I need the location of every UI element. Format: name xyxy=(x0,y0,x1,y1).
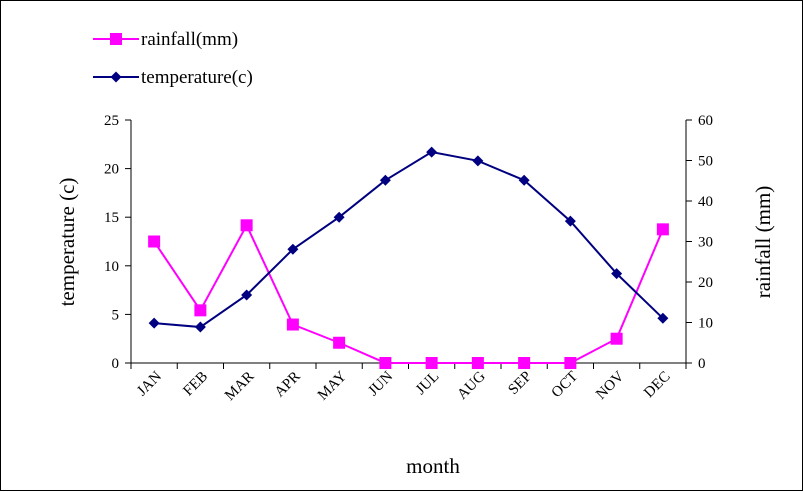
series-temperature xyxy=(148,146,669,333)
data-point-rainfall xyxy=(240,219,253,232)
data-point-rainfall xyxy=(286,318,299,331)
series-line-rainfall xyxy=(153,223,664,364)
series-rainfall xyxy=(148,219,669,369)
data-point-rainfall xyxy=(333,336,346,349)
left-y-tick-label: 5 xyxy=(112,307,120,323)
data-point-temperature xyxy=(564,215,576,227)
x-tick-label: AUG xyxy=(454,368,488,402)
data-point-temperature xyxy=(333,211,345,223)
x-tick-label: MAR xyxy=(222,369,257,404)
legend-marker xyxy=(110,33,122,45)
legend-item-rainfall: rainfall(mm) xyxy=(93,29,238,50)
data-point-rainfall xyxy=(564,357,577,369)
legend-item-temperature: temperature(c) xyxy=(93,67,253,88)
right-y-tick-label: 30 xyxy=(698,235,713,251)
left-y-ticks: 0 5 10 15 20 25 xyxy=(104,113,131,372)
left-y-tick-label: 20 xyxy=(104,162,119,178)
left-y-tick-label: 10 xyxy=(104,259,119,275)
data-point-rainfall xyxy=(379,357,392,369)
x-tick-label: JUN xyxy=(365,368,396,399)
data-point-temperature xyxy=(287,243,299,255)
data-point-temperature xyxy=(472,155,484,167)
x-tick-label: SEP xyxy=(505,369,535,399)
data-point-rainfall xyxy=(656,223,669,236)
x-tick-label: OCT xyxy=(549,369,582,402)
x-tick-label: APR xyxy=(272,369,304,401)
right-y-tick-label: 0 xyxy=(698,356,706,372)
legend: rainfall(mm) temperature(c) xyxy=(93,29,253,88)
series-layer xyxy=(148,146,669,369)
data-point-rainfall xyxy=(610,332,623,345)
right-y-ticks: 0 10 20 30 40 50 60 xyxy=(686,113,713,372)
data-point-rainfall xyxy=(471,357,484,369)
data-point-rainfall xyxy=(518,357,531,369)
x-axis-title: month xyxy=(406,454,460,478)
data-point-temperature xyxy=(518,174,530,186)
data-point-temperature xyxy=(611,268,623,280)
data-point-temperature xyxy=(148,317,160,329)
right-y-tick-label: 20 xyxy=(698,275,713,291)
series-line-temperature xyxy=(154,151,664,329)
y2-axis-title: rainfall (mm) xyxy=(751,186,775,299)
right-y-tick-label: 40 xyxy=(698,194,713,210)
left-y-tick-label: 15 xyxy=(104,210,119,226)
data-point-temperature xyxy=(426,146,438,158)
right-y-tick-label: 50 xyxy=(698,154,713,170)
left-y-tick-label: 25 xyxy=(104,113,119,129)
data-point-rainfall xyxy=(425,357,438,369)
x-tick-label: NOV xyxy=(593,368,627,402)
x-tick-label: MAY xyxy=(315,368,350,403)
x-ticks: JAN FEB MAR APR MAY JUN JUL AUG SEP OCT NOV DEC xyxy=(130,363,687,404)
right-y-tick-label: 10 xyxy=(698,316,713,332)
x-tick-label: DEC xyxy=(641,369,674,402)
data-point-temperature xyxy=(657,312,669,324)
left-y-tick-label: 0 xyxy=(112,356,120,372)
axes xyxy=(130,120,687,364)
data-point-temperature xyxy=(379,174,391,186)
x-tick-label: FEB xyxy=(180,369,211,400)
data-point-temperature xyxy=(194,321,206,333)
data-point-rainfall xyxy=(148,235,161,248)
right-y-tick-label: 60 xyxy=(698,113,713,129)
y-axis-title: temperature (c) xyxy=(55,178,79,307)
x-tick-label: JAN xyxy=(134,368,165,399)
legend-marker xyxy=(110,71,122,83)
x-tick-label: JUL xyxy=(413,369,443,399)
data-point-rainfall xyxy=(194,304,207,317)
legend-label: rainfall(mm) xyxy=(141,29,238,50)
data-point-temperature xyxy=(241,289,253,301)
legend-label: temperature(c) xyxy=(141,67,253,88)
